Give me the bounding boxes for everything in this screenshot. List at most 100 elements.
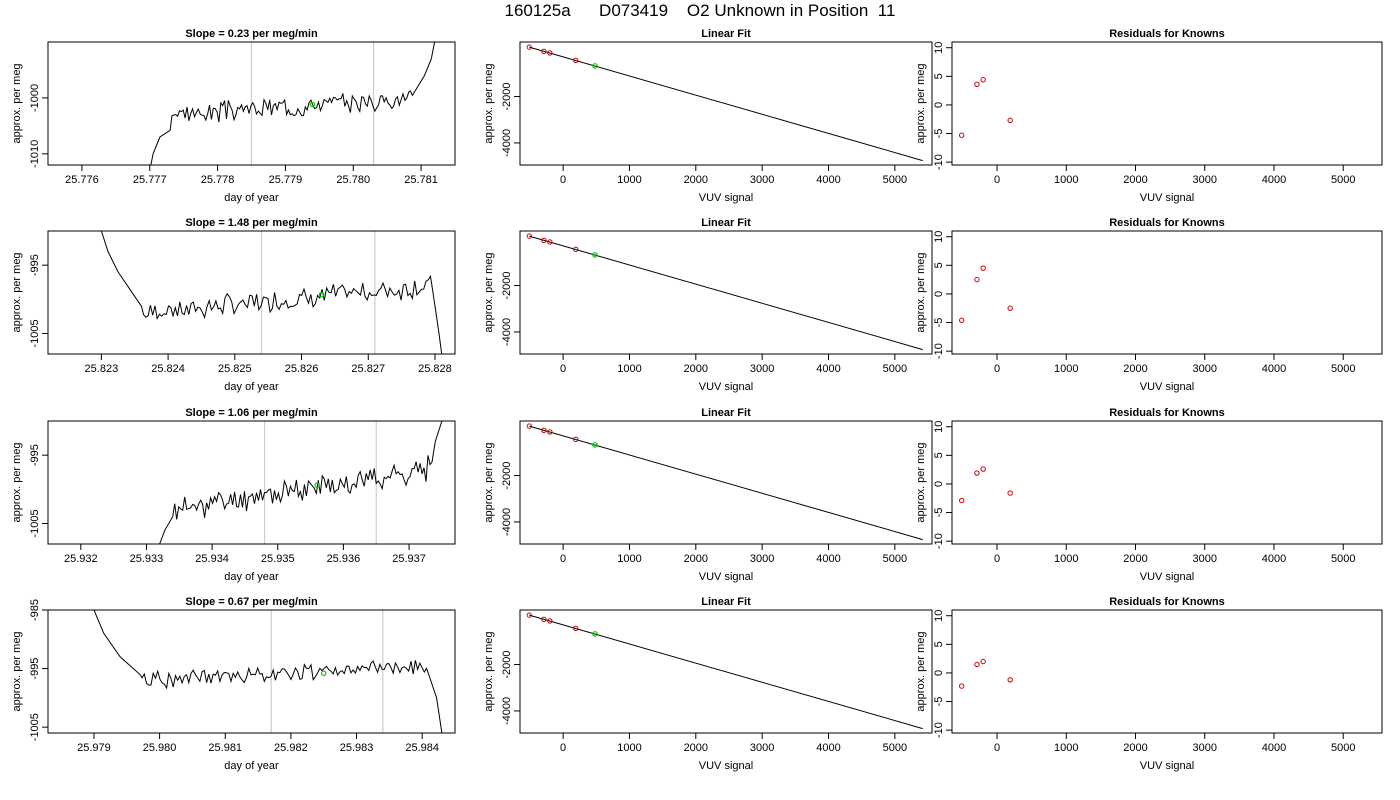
plot-frame xyxy=(47,609,456,734)
panel-row3-timeseries: Slope = 1.06 per meg/min 25.932 25.933 25.9… xyxy=(11,407,456,583)
known-point xyxy=(980,77,986,83)
x-tick-label: 25.934 xyxy=(195,553,229,565)
x-tick-label: 5000 xyxy=(883,742,907,754)
known-point xyxy=(541,616,547,622)
x-tick-label: 1000 xyxy=(617,742,641,754)
known-point xyxy=(980,265,986,271)
panel-row4-timeseries: Slope = 0.67 per meg/min 25.979 25.980 25.9… xyxy=(11,596,456,772)
x-tick-label: 25.979 xyxy=(77,742,111,754)
known-point xyxy=(547,429,553,435)
panel-row2-residuals: Residuals for Knowns 0 1000 2000 3000 4000 500… xyxy=(915,217,1383,393)
x-tick-label: 1000 xyxy=(1054,363,1078,375)
y-tick-label: 0 xyxy=(933,670,945,676)
x-axis-label: day of year xyxy=(224,192,279,204)
panel-row2-timeseries: Slope = 1.48 per meg/min 25.823 25.824 25.8… xyxy=(11,217,456,393)
plot-frame xyxy=(47,230,456,355)
time-series-trace xyxy=(150,42,436,165)
known-point xyxy=(1007,305,1013,311)
x-tick-label: 0 xyxy=(994,553,1000,565)
x-tick-label: 25.980 xyxy=(143,742,177,754)
y-tick-label: -10 xyxy=(933,343,945,359)
known-point xyxy=(573,625,579,632)
y-tick-label: 0 xyxy=(933,481,945,487)
x-tick-label: 25.932 xyxy=(64,553,98,565)
y-tick-label: -4000 xyxy=(501,508,513,536)
known-point xyxy=(974,276,980,283)
unknown-point xyxy=(320,670,327,677)
x-tick-label: 25.937 xyxy=(392,553,426,565)
y-tick-label: -1010 xyxy=(29,140,41,168)
panel-row3-linearfit: Linear Fit 0 1000 2000 3000 4000 5000 VUV signa… xyxy=(483,407,933,583)
x-tick-label: 0 xyxy=(560,174,566,186)
panel-title: Slope = 1.06 per meg/min xyxy=(185,407,318,419)
unknown-point xyxy=(592,252,598,258)
unknown-point xyxy=(309,101,316,108)
y-tick-label: -5 xyxy=(933,508,945,518)
y-tick-label: 0 xyxy=(933,102,945,108)
x-tick-label: 5000 xyxy=(883,553,907,565)
y-tick-label: -1000 xyxy=(29,84,41,112)
y-tick-label: -10 xyxy=(933,722,945,738)
panel-title: Residuals for Knowns xyxy=(1109,28,1225,40)
plot-frame xyxy=(519,230,933,355)
x-tick-label: 25.778 xyxy=(201,174,235,186)
x-tick-label: 25.984 xyxy=(405,742,439,754)
y-tick-label: 10 xyxy=(933,421,945,433)
y-tick-label: 5 xyxy=(933,641,945,647)
y-tick-label: -4000 xyxy=(501,318,513,346)
fit-line xyxy=(529,614,923,730)
time-series-trace xyxy=(93,610,443,733)
panel-title: Slope = 0.23 per meg/min xyxy=(185,28,318,40)
y-tick-label: -5 xyxy=(933,697,945,707)
known-point xyxy=(974,661,980,668)
x-tick-label: 2000 xyxy=(1123,742,1147,754)
y-tick-label: -995 xyxy=(29,254,41,276)
y-tick-label: 10 xyxy=(933,610,945,622)
panel-title: Linear Fit xyxy=(701,596,751,608)
unknown-point xyxy=(592,442,598,448)
plot-frame xyxy=(951,230,1383,355)
time-series-trace xyxy=(100,231,443,354)
x-tick-label: 3000 xyxy=(1192,553,1216,565)
y-axis-label: approx. per meg xyxy=(915,63,927,143)
x-tick-label: 5000 xyxy=(883,363,907,375)
plot-area xyxy=(958,265,1013,323)
plot-frame xyxy=(519,609,933,734)
y-tick-label: 0 xyxy=(933,291,945,297)
x-tick-label: 3000 xyxy=(1192,742,1216,754)
x-tick-label: 5000 xyxy=(1331,553,1355,565)
x-tick-label: 25.776 xyxy=(65,174,99,186)
known-point xyxy=(526,44,532,50)
y-axis-label: approx. per meg xyxy=(483,63,495,143)
y-tick-label: -4000 xyxy=(501,697,513,725)
plot-area xyxy=(958,466,1013,504)
x-axis-label: VUV signal xyxy=(1140,381,1194,393)
plot-frame xyxy=(951,609,1383,734)
y-tick-label: 5 xyxy=(933,262,945,268)
y-axis-label: approx. per meg xyxy=(483,631,495,711)
x-tick-label: 5000 xyxy=(883,174,907,186)
x-axis-label: VUV signal xyxy=(1140,571,1194,583)
plot-area xyxy=(526,423,923,541)
x-tick-label: 25.823 xyxy=(85,363,119,375)
x-tick-label: 25.825 xyxy=(218,363,252,375)
known-point xyxy=(526,233,532,239)
panel-title: Residuals for Knowns xyxy=(1109,217,1225,229)
y-tick-label: -1005 xyxy=(29,319,41,347)
y-tick-label: -1005 xyxy=(29,509,41,537)
x-axis-label: VUV signal xyxy=(1140,760,1194,772)
y-axis-label: approx. per meg xyxy=(483,252,495,332)
x-tick-label: 2000 xyxy=(684,174,708,186)
panel-row2-linearfit: Linear Fit 0 1000 2000 3000 4000 5000 VUV signa… xyxy=(483,217,933,393)
panel-title: Linear Fit xyxy=(701,28,751,40)
x-tick-label: 5000 xyxy=(1331,742,1355,754)
figure-title: 160125a D073419 O2 Unknown in Position 1… xyxy=(504,1,896,20)
x-tick-label: 2000 xyxy=(684,742,708,754)
y-axis-label: approx. per meg xyxy=(915,442,927,522)
x-tick-label: 0 xyxy=(994,174,1000,186)
x-tick-label: 1000 xyxy=(1054,553,1078,565)
known-point xyxy=(958,497,965,504)
x-tick-label: 3000 xyxy=(750,742,774,754)
known-point xyxy=(1007,117,1013,124)
